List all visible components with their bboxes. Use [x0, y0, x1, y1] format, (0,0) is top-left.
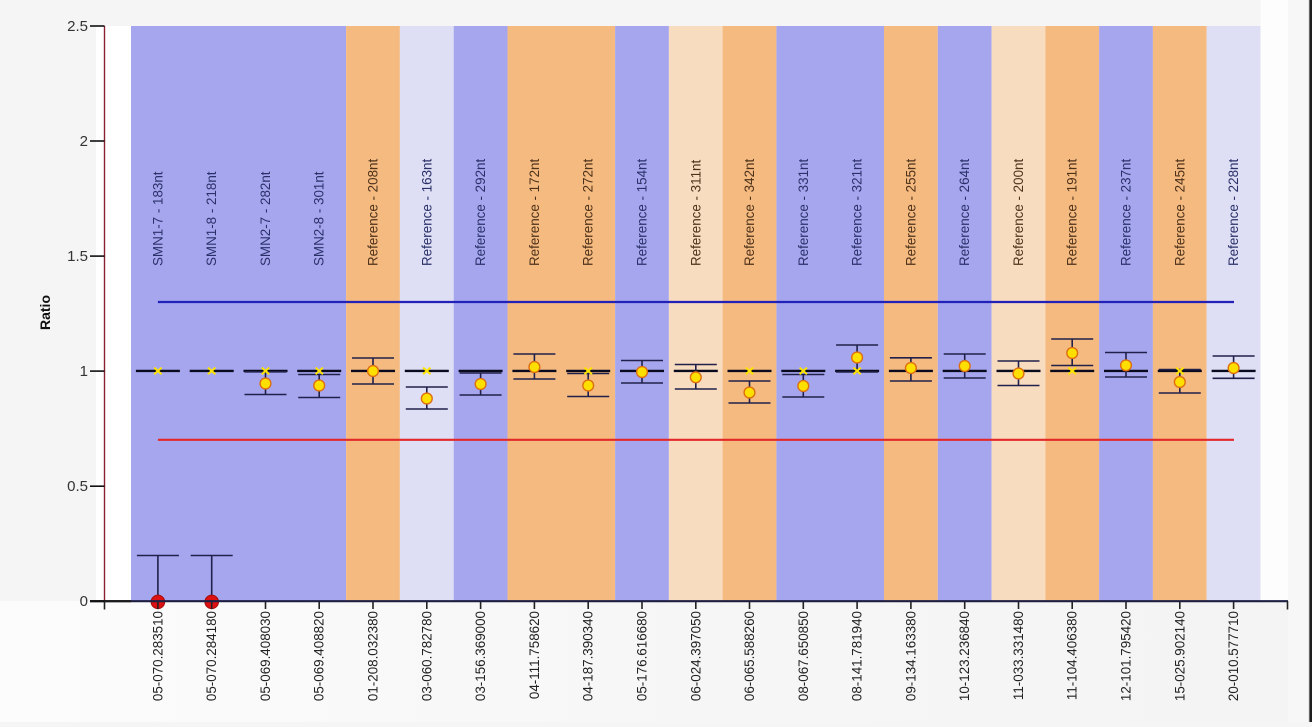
- svg-text:Reference - 331nt: Reference - 331nt: [796, 159, 811, 266]
- svg-text:SMN1-7 - 183nt: SMN1-7 - 183nt: [150, 171, 165, 266]
- svg-text:08-067.650850: 08-067.650850: [796, 611, 811, 701]
- svg-text:1: 1: [80, 363, 88, 380]
- svg-text:Reference - 191nt: Reference - 191nt: [1065, 159, 1080, 266]
- svg-text:Ratio: Ratio: [37, 295, 53, 330]
- svg-text:SMN2-7 - 282nt: SMN2-7 - 282nt: [258, 171, 273, 266]
- svg-text:Reference - 264nt: Reference - 264nt: [957, 159, 972, 266]
- svg-text:Reference - 163nt: Reference - 163nt: [419, 159, 434, 266]
- svg-text:Reference - 228nt: Reference - 228nt: [1226, 159, 1241, 266]
- svg-text:Reference - 237nt: Reference - 237nt: [1119, 159, 1134, 266]
- svg-text:Reference - 154nt: Reference - 154nt: [635, 159, 650, 266]
- svg-text:2.5: 2.5: [67, 18, 88, 35]
- svg-text:09-134.163380: 09-134.163380: [903, 611, 918, 701]
- svg-text:Reference - 292nt: Reference - 292nt: [473, 159, 488, 266]
- svg-text:03-156.369000: 03-156.369000: [473, 611, 488, 701]
- svg-text:08-141.781940: 08-141.781940: [850, 611, 865, 701]
- svg-text:Reference - 272nt: Reference - 272nt: [581, 159, 596, 266]
- svg-text:05-176.616680: 05-176.616680: [635, 611, 650, 701]
- svg-text:11-104.406380: 11-104.406380: [1065, 611, 1080, 700]
- svg-text:Reference - 208nt: Reference - 208nt: [366, 159, 381, 266]
- svg-text:05-070.283510: 05-070.283510: [150, 611, 165, 701]
- svg-text:Reference - 255nt: Reference - 255nt: [903, 159, 918, 266]
- svg-text:Reference - 342nt: Reference - 342nt: [742, 159, 757, 266]
- svg-text:04-111.758620: 04-111.758620: [527, 611, 542, 699]
- svg-text:Reference - 200nt: Reference - 200nt: [1011, 159, 1026, 266]
- svg-text:2: 2: [80, 133, 88, 150]
- svg-text:15-025.902140: 15-025.902140: [1172, 611, 1187, 701]
- svg-text:SMN1-8 - 218nt: SMN1-8 - 218nt: [204, 171, 219, 266]
- svg-text:05-070.284180: 05-070.284180: [204, 611, 219, 701]
- svg-text:06-024.397050: 06-024.397050: [688, 611, 703, 701]
- svg-text:12-101.795420: 12-101.795420: [1119, 611, 1134, 701]
- svg-text:11-033.331480: 11-033.331480: [1011, 611, 1026, 700]
- svg-text:01-208.032380: 01-208.032380: [366, 611, 381, 701]
- svg-text:Reference - 172nt: Reference - 172nt: [527, 159, 542, 266]
- svg-text:0: 0: [80, 593, 88, 610]
- svg-text:Reference - 311nt: Reference - 311nt: [688, 160, 703, 266]
- svg-text:06-065.588260: 06-065.588260: [742, 611, 757, 701]
- svg-text:0.5: 0.5: [67, 478, 88, 495]
- svg-text:05-069.408820: 05-069.408820: [312, 611, 327, 701]
- svg-text:03-060.782780: 03-060.782780: [419, 611, 434, 701]
- svg-text:05-069.408030: 05-069.408030: [258, 611, 273, 701]
- svg-text:04-187.390340: 04-187.390340: [581, 611, 596, 701]
- svg-text:SMN2-8 - 301nt: SMN2-8 - 301nt: [312, 171, 327, 266]
- svg-text:Reference - 245nt: Reference - 245nt: [1172, 159, 1187, 266]
- svg-text:1.5: 1.5: [67, 248, 88, 265]
- svg-text:20-010.577710: 20-010.577710: [1226, 611, 1241, 701]
- svg-text:10-123.236840: 10-123.236840: [957, 611, 972, 701]
- svg-text:Reference - 321nt: Reference - 321nt: [850, 159, 865, 266]
